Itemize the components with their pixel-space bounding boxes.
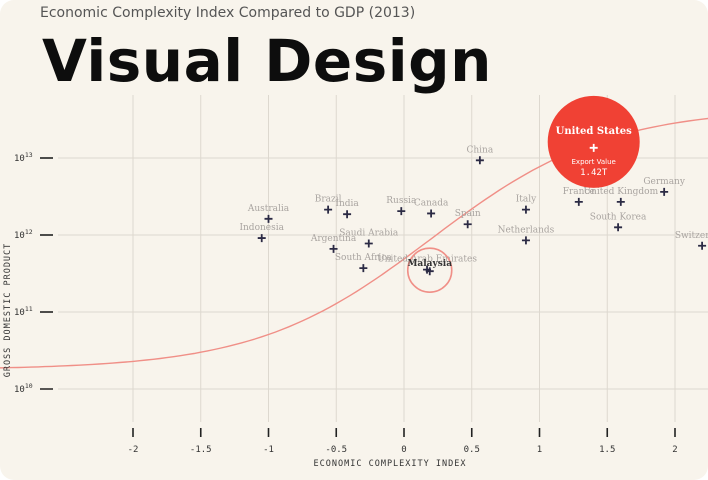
headline-title: Visual Design: [42, 27, 492, 95]
annotation-label: Malaysia: [407, 259, 452, 269]
callouts: Malaysia United States Export Value 1.42T: [406, 95, 640, 293]
country-label: Russia: [386, 196, 417, 206]
x-tick-label: -1: [263, 445, 274, 455]
x-tick-label: -1.5: [190, 445, 212, 455]
point-marker: [660, 187, 669, 196]
highlight-name: United States: [556, 126, 633, 137]
x-tick-label: -2: [128, 445, 139, 455]
point-marker: [521, 236, 530, 245]
country-label: Saudi Arabia: [339, 228, 399, 238]
point-marker: [698, 241, 707, 250]
x-tick-label: 2: [672, 445, 677, 455]
point-marker: [475, 156, 484, 165]
y-tick-label: 1012: [14, 228, 33, 241]
country-label: United Arab Emirates: [377, 255, 477, 265]
point-marker: [343, 210, 352, 219]
x-tick-label: 1.5: [599, 445, 615, 455]
country-label: China: [467, 145, 494, 155]
point-marker: [616, 197, 625, 206]
country-label: Australia: [247, 204, 290, 214]
country-label: Italy: [516, 195, 537, 205]
highlight-bubble: [547, 95, 640, 188]
point-marker: [427, 209, 436, 218]
point-marker: [614, 223, 623, 232]
country-label: Canada: [414, 198, 449, 208]
point-marker: [324, 205, 333, 214]
country-label: Germany: [643, 177, 686, 187]
x-axis-title: ECONOMIC COMPLEXITY INDEX: [314, 459, 467, 469]
country-label: Netherlands: [498, 225, 555, 235]
point-marker: [425, 267, 434, 276]
country-label: United Kingdom: [583, 187, 658, 197]
y-tick-label: 1011: [14, 305, 33, 318]
point-marker: [359, 264, 368, 273]
country-label: Switzerland: [675, 231, 708, 241]
point-marker: [329, 244, 338, 253]
y-axis-title: GROSS DOMESTIC PRODUCT: [3, 243, 13, 378]
highlight-value: 1.42T: [580, 168, 608, 178]
country-label: Indonesia: [239, 223, 284, 233]
y-tick-label: 1013: [14, 151, 33, 164]
point-marker: [264, 214, 273, 223]
x-tick-label: 0: [401, 445, 406, 455]
point-marker: [364, 239, 373, 248]
country-label: Spain: [455, 209, 481, 219]
country-label: South Korea: [590, 212, 647, 222]
country-label: Argentina: [310, 234, 357, 244]
y-tick-label: 1010: [14, 382, 33, 395]
chart-subtitle: Economic Complexity Index Compared to GD…: [40, 5, 416, 21]
point-marker: [463, 220, 472, 229]
country-label: France: [563, 187, 595, 197]
country-label: India: [335, 199, 359, 209]
x-tick-label: 1: [537, 445, 542, 455]
data-points: [257, 156, 707, 276]
country-label: Brazil: [315, 195, 342, 205]
highlight-marker: [589, 143, 598, 152]
highlight-caption: Export Value: [572, 158, 616, 166]
x-tick-label: 0.5: [464, 445, 480, 455]
point-marker: [574, 197, 583, 206]
point-marker: [397, 207, 406, 216]
point-marker: [521, 205, 530, 214]
point-marker: [257, 234, 266, 243]
annotation-ring: [406, 247, 453, 293]
grid-lines: [58, 95, 708, 422]
country-label: South Africa: [335, 253, 393, 263]
x-tick-label: -0.5: [325, 445, 347, 455]
